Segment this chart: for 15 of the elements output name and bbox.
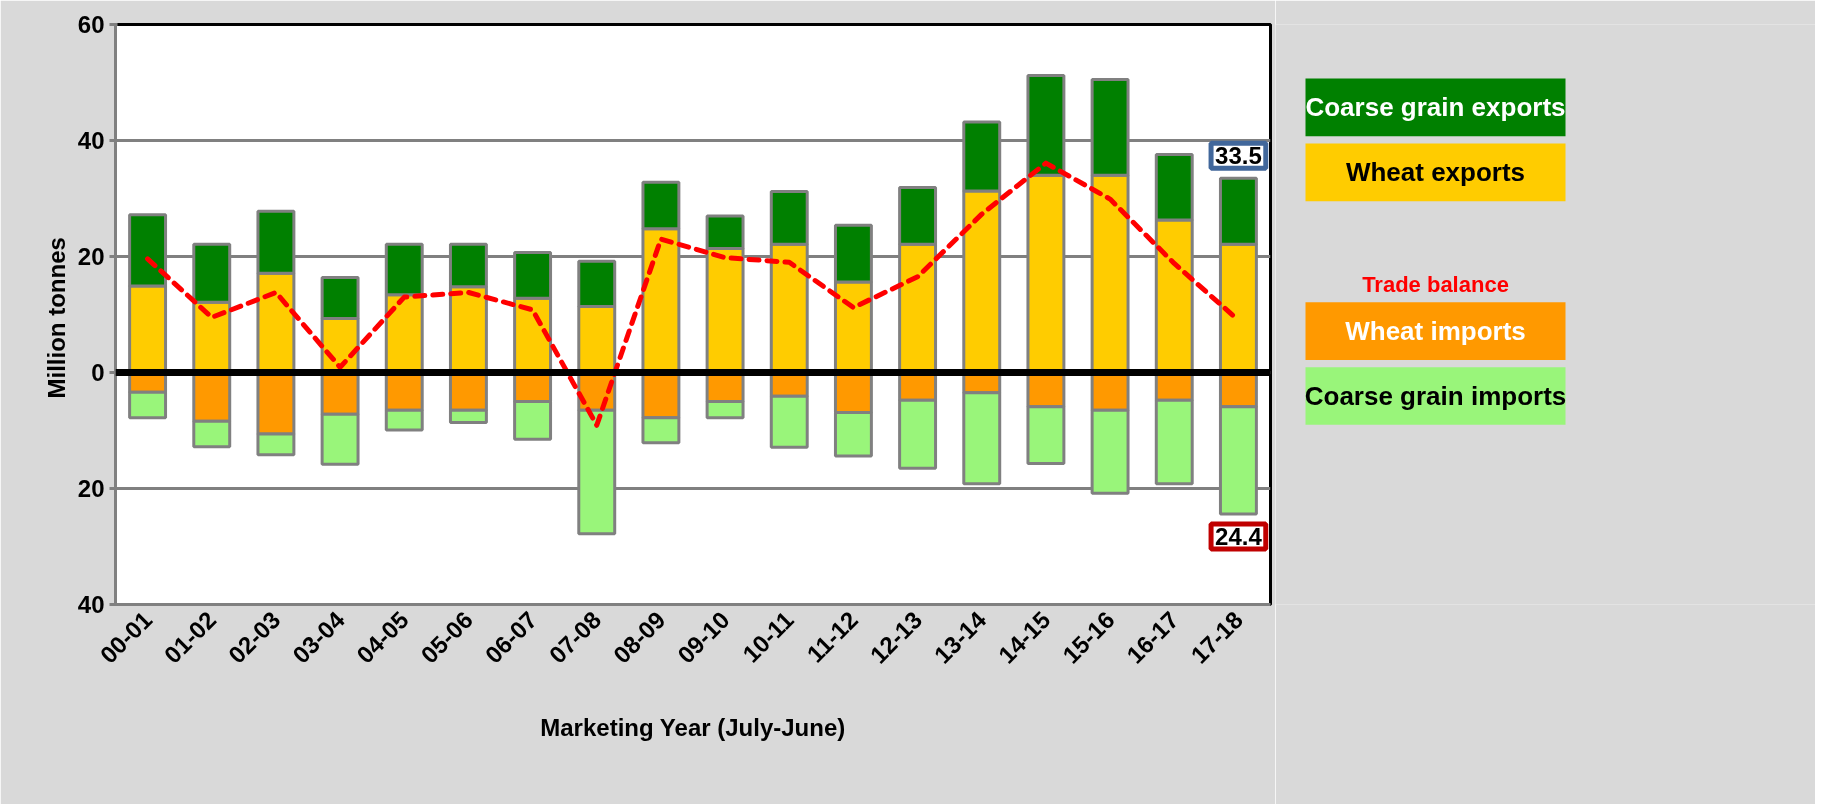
text: Trade balance — [1362, 271, 1509, 297]
x-axis-title: Marketing Year (July-June) — [540, 713, 846, 741]
y-tick-label: 20 — [77, 475, 105, 502]
text: Coarse grain exports — [1305, 92, 1566, 123]
y-tick-label: 60 — [77, 11, 105, 38]
series-label: Coarse grain imports — [1304, 381, 1567, 412]
y-axis-title: Million tonnes — [42, 237, 70, 399]
y-tick-label: 20 — [77, 243, 105, 270]
y-tick-label: 0 — [91, 359, 105, 386]
text: Wheat exports — [1345, 157, 1526, 188]
text: Wheat imports — [1345, 316, 1526, 347]
annotation: 33.5 — [1215, 142, 1262, 170]
y-tick-label: 40 — [77, 591, 105, 618]
annotation: 24.4 — [1215, 523, 1263, 551]
y-tick-label: 40 — [77, 127, 105, 154]
